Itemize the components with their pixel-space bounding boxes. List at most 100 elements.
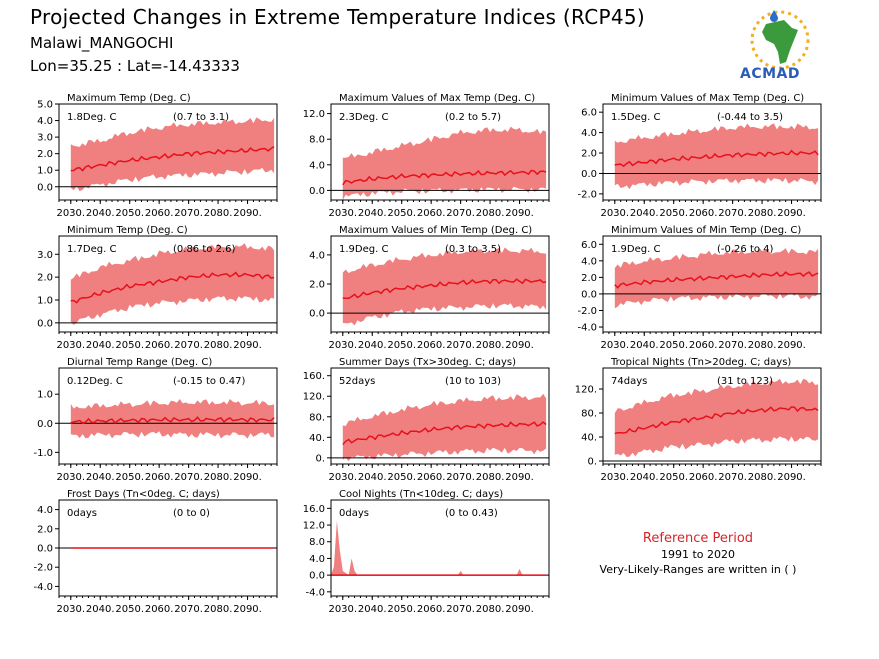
y-tick-label: 0. <box>587 457 597 468</box>
x-tick-label: 2090. <box>233 472 262 483</box>
plot-frame <box>330 367 550 465</box>
change-label: 0.12Deg. C <box>67 376 123 387</box>
y-tick-label: 4.0 <box>309 554 325 565</box>
chart-panel-7: 1.0 0.0 -1.0 2030. 2040. 2050. 2060. 2070. 2080.… <box>33 357 278 483</box>
y-tick-label: 5.0 <box>37 100 53 111</box>
y-tick-label: 4.0 <box>309 250 325 261</box>
reference-period-box: Reference Period 1991 to 2020 Very-Likel… <box>593 531 803 576</box>
x-tick-label: 2050. <box>387 340 416 351</box>
y-tick-label: 1.0 <box>37 166 53 177</box>
x-tick-label: 2030. <box>600 208 629 219</box>
x-tick-label: 2060. <box>145 340 174 351</box>
y-tick-label: 0.0 <box>37 182 53 193</box>
x-tick-label: 2050. <box>387 208 416 219</box>
range-label: (0.3 to 3.5) <box>445 244 501 255</box>
chart-title: Minimum Values of Max Temp (Deg. C) <box>611 93 804 104</box>
change-label: 0days <box>339 508 369 519</box>
x-tick-label: 2080. <box>476 604 505 615</box>
x-tick-label: 2080. <box>476 340 505 351</box>
x-tick-label: 2070. <box>446 340 475 351</box>
x-tick-label: 2050. <box>387 604 416 615</box>
y-tick-label: 6.0 <box>581 108 597 119</box>
x-tick-label: 2080. <box>204 604 233 615</box>
range-label: (0 to 0.43) <box>445 508 498 519</box>
x-tick-label: 2070. <box>174 604 203 615</box>
y-tick-label: 8.0 <box>309 537 325 548</box>
range-label: (-0.44 to 3.5) <box>717 112 783 123</box>
x-tick-label: 2070. <box>446 208 475 219</box>
uncertainty-band <box>342 247 547 326</box>
x-tick-label: 2050. <box>387 472 416 483</box>
y-tick-label: 0. <box>315 453 325 464</box>
range-label: (-0.15 to 0.47) <box>173 376 245 387</box>
plot-frame <box>602 367 822 465</box>
y-tick-label: 120. <box>575 385 597 396</box>
x-tick-label: 2080. <box>476 472 505 483</box>
x-tick-label: 2090. <box>505 208 534 219</box>
y-tick-label: -4.0 <box>33 582 53 593</box>
x-tick-label: 2060. <box>145 604 174 615</box>
plot-frame <box>58 103 278 201</box>
x-tick-label: 2090. <box>505 340 534 351</box>
y-tick-label: 4.0 <box>581 128 597 139</box>
y-tick-label: -2.0 <box>577 189 597 200</box>
x-tick-label: 2030. <box>600 340 629 351</box>
x-tick-label: 2090. <box>777 208 806 219</box>
x-tick-label: 2050. <box>659 340 688 351</box>
x-tick-label: 2060. <box>417 604 446 615</box>
chart-title: Cool Nights (Tn<10deg. C; days) <box>339 489 503 500</box>
range-label: (0 to 0) <box>173 508 210 519</box>
x-tick-label: 2030. <box>600 472 629 483</box>
x-tick-label: 2080. <box>204 472 233 483</box>
y-tick-label: -2.0 <box>577 306 597 317</box>
y-tick-label: 1.0 <box>37 296 53 307</box>
x-tick-label: 2050. <box>115 208 144 219</box>
chart-title: Minimum Temp (Deg. C) <box>67 225 188 236</box>
range-label: (0.7 to 3.1) <box>173 112 229 123</box>
x-tick-label: 2050. <box>115 604 144 615</box>
x-tick-label: 2060. <box>689 340 718 351</box>
change-label: 52days <box>339 376 375 387</box>
y-tick-label: 80. <box>581 409 597 420</box>
location-label: Malawi_MANGOCHI <box>30 34 174 52</box>
x-tick-label: 2060. <box>417 208 446 219</box>
median-line <box>342 278 547 300</box>
median-line <box>70 146 275 172</box>
change-label: 2.3Deg. C <box>339 112 388 123</box>
coordinates-label: Lon=35.25 : Lat=-14.43333 <box>30 57 240 75</box>
x-tick-label: 2060. <box>689 472 718 483</box>
chart-panel-8: 160. 120. 80. 40. 0.2030. 2040. 2050. 2060. 2070… <box>303 357 550 483</box>
chart-title: Tropical Nights (Tn>20deg. C; days) <box>610 357 791 368</box>
x-tick-label: 2040. <box>358 472 387 483</box>
chart-title: Frost Days (Tn<0deg. C; days) <box>67 489 220 500</box>
y-tick-label: 4.0 <box>309 160 325 171</box>
y-tick-label: 120. <box>303 392 325 403</box>
x-tick-label: 2050. <box>659 208 688 219</box>
x-tick-label: 2090. <box>777 340 806 351</box>
y-tick-label: 4.0 <box>581 256 597 267</box>
y-tick-label: 0.0 <box>581 169 597 180</box>
change-label: 1.9Deg. C <box>339 244 388 255</box>
reference-period-years: 1991 to 2020 <box>660 548 736 561</box>
median-line <box>342 421 547 446</box>
x-tick-label: 2030. <box>328 208 357 219</box>
acmad-logo-text: ACMAD <box>740 66 800 82</box>
chart-title: Minimum Values of Min Temp (Deg. C) <box>611 225 801 236</box>
uncertainty-band <box>342 126 547 201</box>
change-label: 0days <box>67 508 97 519</box>
x-tick-label: 2050. <box>659 472 688 483</box>
uncertainty-band <box>614 378 819 457</box>
chart-title: Maximum Values of Max Temp (Deg. C) <box>339 93 535 104</box>
x-tick-label: 2090. <box>233 340 262 351</box>
x-tick-label: 2070. <box>718 472 747 483</box>
y-tick-label: 0.0 <box>309 571 325 582</box>
y-tick-label: 2.0 <box>37 149 53 160</box>
x-tick-label: 2090. <box>233 208 262 219</box>
chart-title: Maximum Temp (Deg. C) <box>67 93 191 104</box>
x-tick-label: 2040. <box>86 208 115 219</box>
x-tick-label: 2070. <box>174 340 203 351</box>
x-tick-label: 2040. <box>358 340 387 351</box>
x-tick-label: 2080. <box>748 208 777 219</box>
